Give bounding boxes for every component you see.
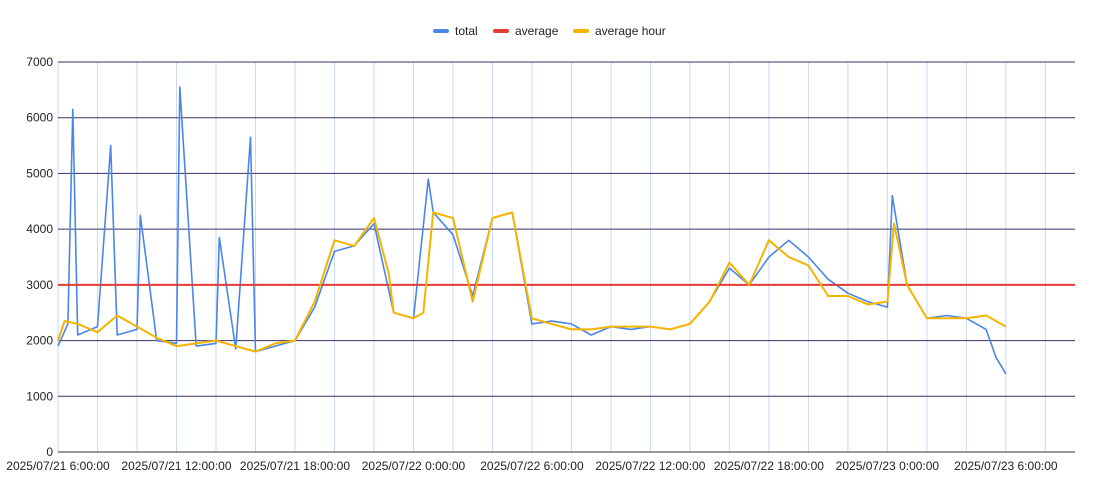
x-tick-label: 2025/07/21 6:00:00 <box>6 459 110 473</box>
y-tick-label: 4000 <box>26 222 53 236</box>
x-tick-label: 2025/07/23 0:00:00 <box>836 459 940 473</box>
legend-label-average: average <box>515 24 559 38</box>
x-tick-label: 2025/07/22 12:00:00 <box>595 459 705 473</box>
x-tick-label: 2025/07/21 18:00:00 <box>240 459 350 473</box>
legend-label-average-hour: average hour <box>595 24 666 38</box>
x-tick-label: 2025/07/22 6:00:00 <box>480 459 584 473</box>
x-tick-label: 2025/07/22 18:00:00 <box>714 459 824 473</box>
y-tick-label: 1000 <box>26 389 53 403</box>
legend-swatch-average-hour <box>573 29 589 33</box>
y-tick-label: 7000 <box>26 55 53 69</box>
y-tick-label: 3000 <box>26 278 53 292</box>
legend-item-average-hour: average hour <box>573 24 666 38</box>
series-line-average-hour <box>57 211 1007 353</box>
x-tick-label: 2025/07/22 0:00:00 <box>362 459 466 473</box>
legend-item-average: average <box>493 24 559 38</box>
x-tick-label: 2025/07/23 6:00:00 <box>954 459 1058 473</box>
y-tick-label: 0 <box>46 445 53 459</box>
series-layer <box>57 86 1075 375</box>
legend-swatch-average <box>493 29 509 33</box>
legend-label-total: total <box>455 24 478 38</box>
vertical-gridlines <box>57 62 1046 452</box>
legend-item-total: total <box>433 24 478 38</box>
y-axis-ticks: 0 1000 2000 3000 4000 5000 6000 7000 <box>26 55 53 459</box>
y-tick-label: 5000 <box>26 166 53 180</box>
legend-swatch-total <box>433 29 449 33</box>
legend: total average average hour <box>433 24 666 38</box>
x-tick-label: 2025/07/21 12:00:00 <box>121 459 231 473</box>
y-tick-label: 6000 <box>26 111 53 125</box>
y-tick-label: 2000 <box>26 334 53 348</box>
x-axis-ticks: 2025/07/21 6:00:00 2025/07/21 12:00:00 202… <box>6 459 1058 473</box>
